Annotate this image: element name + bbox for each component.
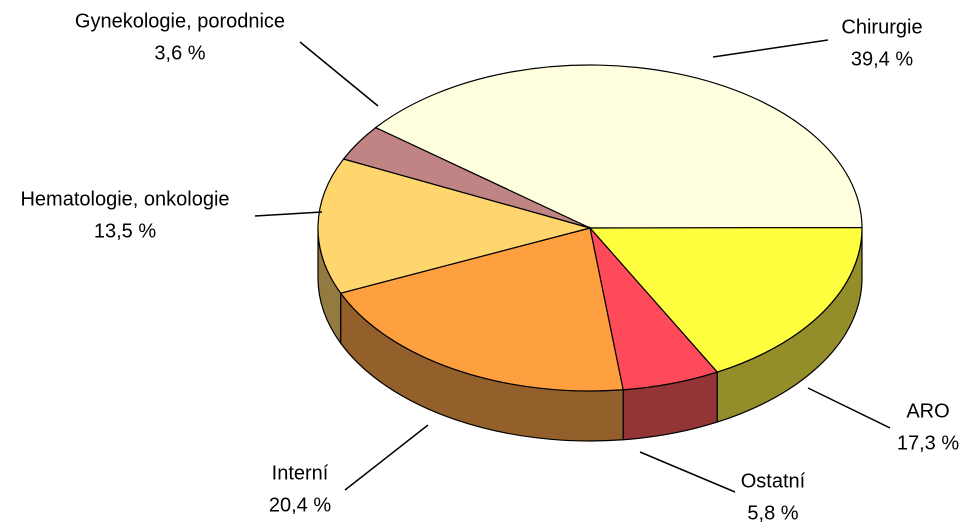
slice-label: Gynekologie, porodnice [75, 10, 285, 32]
leader-line [807, 387, 891, 429]
leader-line [254, 211, 323, 217]
slice [342, 126, 591, 229]
leader-line [639, 451, 736, 493]
slice [317, 158, 593, 294]
slice-value-label: 3,6 % [154, 42, 205, 64]
slice-label: Interní [272, 462, 329, 484]
slice-value-label: 13,5 % [94, 220, 156, 242]
slice-label: ARO [906, 400, 949, 422]
leader-line [344, 424, 429, 491]
slice-value-label: 39,4 % [851, 48, 913, 70]
slice-label: Chirurgie [841, 16, 922, 38]
slice [339, 227, 624, 392]
leader-line [299, 41, 379, 107]
slice-value-label: 20,4 % [269, 494, 331, 516]
slice-value-label: 17,3 % [897, 432, 959, 454]
slice [374, 64, 863, 229]
slice [588, 226, 863, 373]
slice-label: Ostatní [741, 470, 806, 492]
slice-value-label: 5,8 % [747, 502, 798, 524]
leader-line [712, 39, 829, 58]
slice-label: Hematologie, onkologie [20, 188, 229, 210]
